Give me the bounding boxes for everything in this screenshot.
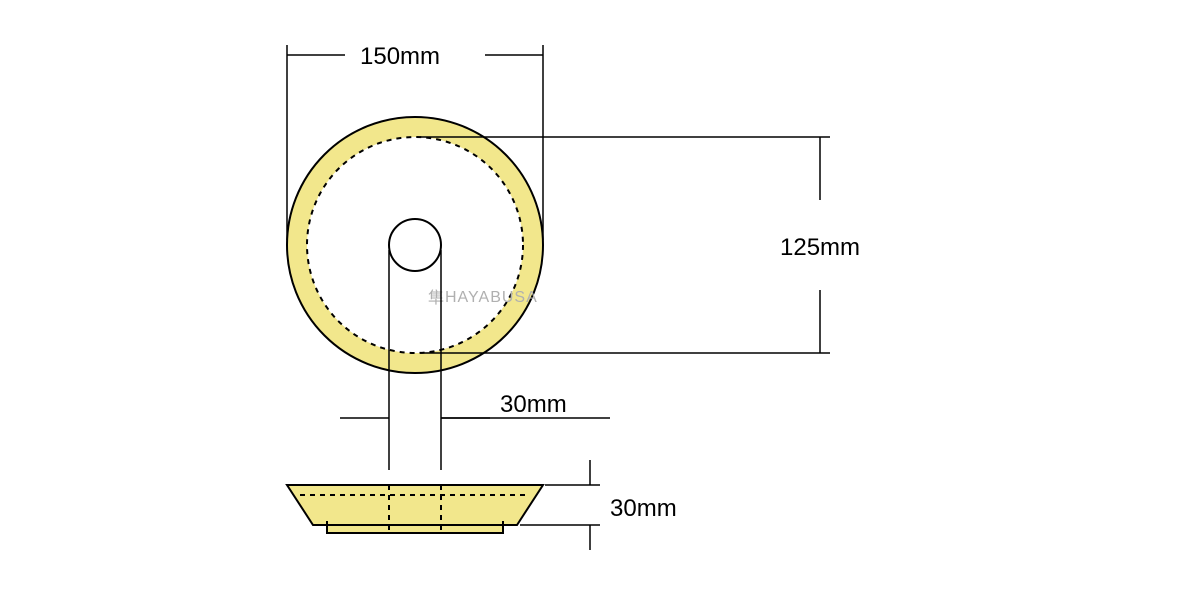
dim-height-label: 30mm (610, 495, 677, 522)
watermark-text: HAYABUSA (445, 289, 538, 306)
dim-hole-label: 30mm (500, 391, 567, 418)
top-view (287, 117, 543, 373)
dim-inner-label: 125mm (780, 234, 860, 261)
center-hole (389, 219, 441, 271)
side-view (287, 485, 543, 533)
watermark-symbol: 隼 (428, 289, 445, 307)
side-body (287, 485, 543, 525)
dim-outer-diameter: 150mm (287, 43, 543, 240)
side-base (327, 525, 503, 533)
dim-outer-label: 150mm (360, 43, 440, 70)
dim-height: 30mm (520, 460, 677, 550)
dim-inner-diameter: 125mm (420, 137, 860, 353)
dimension-drawing: HAYABUSA 隼 150mm 125mm 30 (0, 0, 1200, 600)
